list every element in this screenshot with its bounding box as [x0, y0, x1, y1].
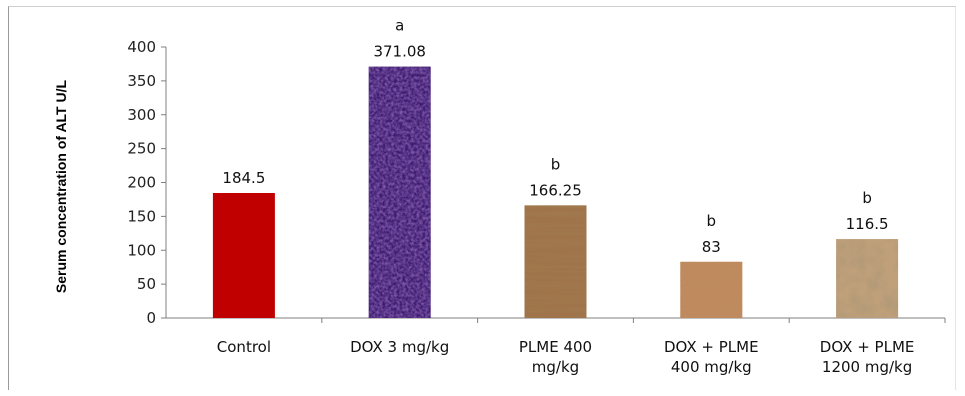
y-tick-label: 250 — [127, 140, 156, 158]
value-label: 371.08 — [373, 43, 426, 61]
significance-label: b — [862, 189, 872, 207]
value-label: 184.5 — [222, 169, 265, 187]
bar-texture — [368, 66, 431, 319]
y-tick-label: 100 — [127, 241, 156, 259]
chart-frame — [8, 6, 956, 390]
significance-label: b — [707, 212, 717, 230]
bar-texture — [680, 261, 743, 318]
category-label: PLME 400 — [519, 338, 592, 356]
value-label: 116.5 — [846, 215, 889, 233]
category-label: 1200 mg/kg — [822, 358, 912, 376]
axes: 0 50 100 150 200 250 300 350 400 Serum concentrat… — [53, 38, 946, 327]
category-label: Control — [217, 338, 271, 356]
category-label: DOX 3 mg/kg — [350, 338, 449, 356]
bar-texture — [836, 239, 899, 318]
bar-texture — [524, 205, 587, 318]
value-label: 166.25 — [529, 181, 582, 199]
category-label: 400 mg/kg — [671, 358, 752, 376]
category-label: DOX + PLME — [664, 338, 759, 356]
bar-group — [524, 205, 587, 318]
bar-group — [680, 261, 743, 318]
y-tick-label: 300 — [127, 106, 156, 124]
y-tick-label: 400 — [127, 38, 156, 56]
bar-group — [368, 66, 431, 319]
bar-group — [836, 239, 899, 318]
y-tick-label: 50 — [137, 275, 156, 293]
y-tick-label: 150 — [127, 207, 156, 225]
y-tick-label: 350 — [127, 72, 156, 90]
bars — [212, 66, 899, 319]
labels: 184.5 Control 371.08 a DOX 3 mg/kg 166.25 b PLM… — [217, 17, 915, 376]
significance-label: a — [395, 17, 404, 35]
category-label: DOX + PLME — [820, 338, 915, 356]
category-label: mg/kg — [532, 358, 579, 376]
y-tick-label: 200 — [127, 174, 156, 192]
value-label: 83 — [702, 238, 721, 256]
y-tick-label: 0 — [146, 309, 156, 327]
bar-group — [212, 193, 275, 318]
y-axis-label: Serum concentration of ALT U/L — [53, 79, 69, 293]
bar — [212, 193, 275, 318]
significance-label: b — [551, 155, 561, 173]
